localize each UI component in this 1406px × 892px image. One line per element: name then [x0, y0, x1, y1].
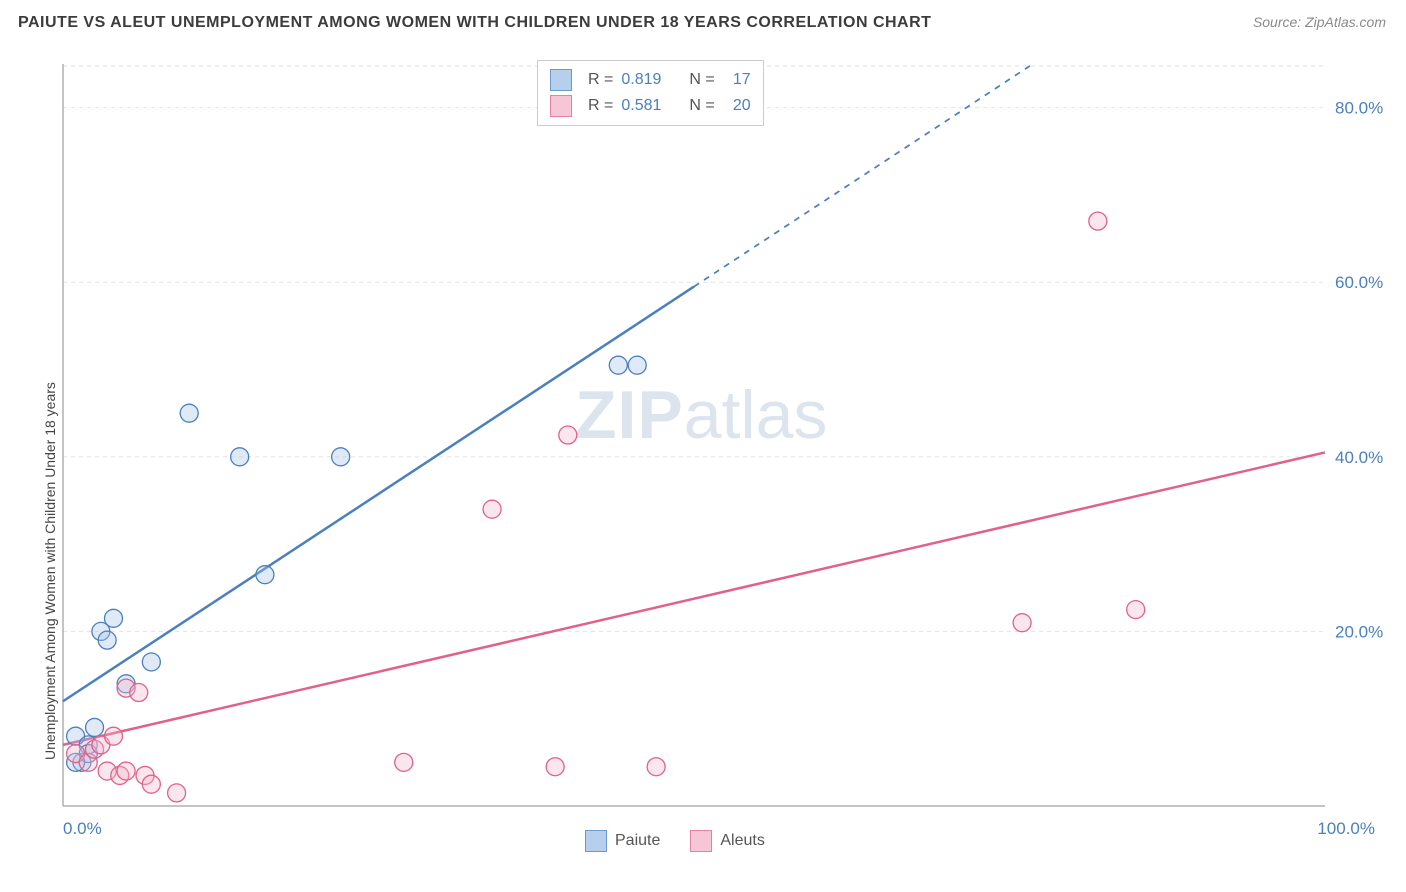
- chart-container: PAIUTE VS ALEUT UNEMPLOYMENT AMONG WOMEN…: [0, 0, 1406, 892]
- plot-area: 20.0%40.0%60.0%80.0%0.0%100.0% ZIPatlas …: [55, 56, 1385, 846]
- r-label: R =: [588, 97, 613, 115]
- source-attribution: Source: ZipAtlas.com: [1253, 14, 1386, 30]
- series-name: Paiute: [615, 832, 660, 850]
- n-label: N =: [689, 97, 714, 115]
- correlation-row: R = 0.581 N = 20: [550, 93, 751, 119]
- series-legend-item: Aleuts: [690, 830, 764, 852]
- n-label: N =: [689, 71, 714, 89]
- legend-swatch: [585, 830, 607, 852]
- r-label: R =: [588, 71, 613, 89]
- series-legend-item: Paiute: [585, 830, 660, 852]
- chart-svg: 20.0% 40.0% 60.0% 80.0% 0.0% 100.0%: [55, 56, 1385, 846]
- correlation-row: R = 0.819 N = 17: [550, 67, 751, 93]
- svg-text:20.0%: 20.0%: [1335, 622, 1383, 641]
- n-value: 20: [723, 97, 751, 115]
- legend-swatch: [550, 69, 572, 91]
- series-name: Aleuts: [720, 832, 764, 850]
- svg-text:60.0%: 60.0%: [1335, 273, 1383, 292]
- correlation-legend: R = 0.819 N = 17 R = 0.581 N = 20: [537, 60, 764, 126]
- r-value: 0.819: [621, 71, 675, 89]
- svg-text:40.0%: 40.0%: [1335, 448, 1383, 467]
- svg-text:80.0%: 80.0%: [1335, 99, 1383, 118]
- legend-swatch: [550, 95, 572, 117]
- legend-swatch: [690, 830, 712, 852]
- svg-text:100.0%: 100.0%: [1317, 819, 1375, 838]
- series-legend: Paiute Aleuts: [585, 830, 765, 852]
- n-value: 17: [723, 71, 751, 89]
- chart-title: PAIUTE VS ALEUT UNEMPLOYMENT AMONG WOMEN…: [18, 14, 931, 32]
- r-value: 0.581: [621, 97, 675, 115]
- svg-text:0.0%: 0.0%: [63, 819, 102, 838]
